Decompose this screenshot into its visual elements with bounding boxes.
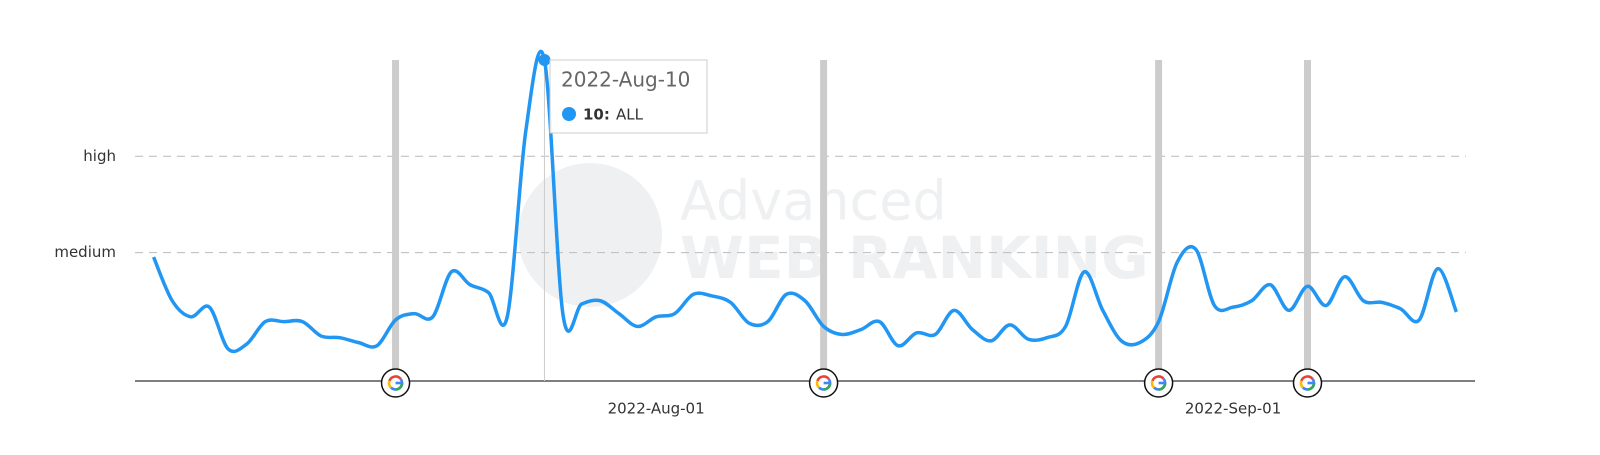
google-marker [1143, 368, 1174, 398]
x-tick-label: 2022-Sep-01 [1185, 400, 1281, 418]
series-line [151, 49, 1459, 354]
tooltip-value: 10: [583, 106, 610, 124]
tooltip-box [549, 59, 708, 134]
logo-arc [1150, 380, 1156, 389]
watermark-text: WEB RANKING [680, 224, 1149, 292]
x-tick-label: 2022-Aug-01 [608, 400, 705, 418]
tooltip-title: 2022-Aug-10 [561, 68, 690, 92]
logo-arc [387, 380, 392, 389]
google-marker [808, 368, 839, 398]
logo-arc [815, 380, 821, 389]
watermark-text: Advanced [680, 170, 947, 233]
google-marker [1292, 368, 1323, 398]
watermark-globe [518, 163, 662, 307]
logo-arc [1299, 380, 1304, 389]
google-marker [380, 368, 411, 398]
tooltip-point [538, 54, 551, 66]
logo-arc [1300, 375, 1314, 382]
y-tick-label: medium [54, 243, 116, 261]
tooltip-swatch [562, 107, 576, 121]
tooltip-series: ALL [616, 106, 644, 124]
logo-arc [1151, 375, 1165, 382]
watermark: Advanced WEB RANKING [518, 163, 1149, 307]
logo-arc [816, 375, 830, 382]
y-tick-label: high [83, 147, 116, 165]
logo-arc [388, 375, 402, 382]
